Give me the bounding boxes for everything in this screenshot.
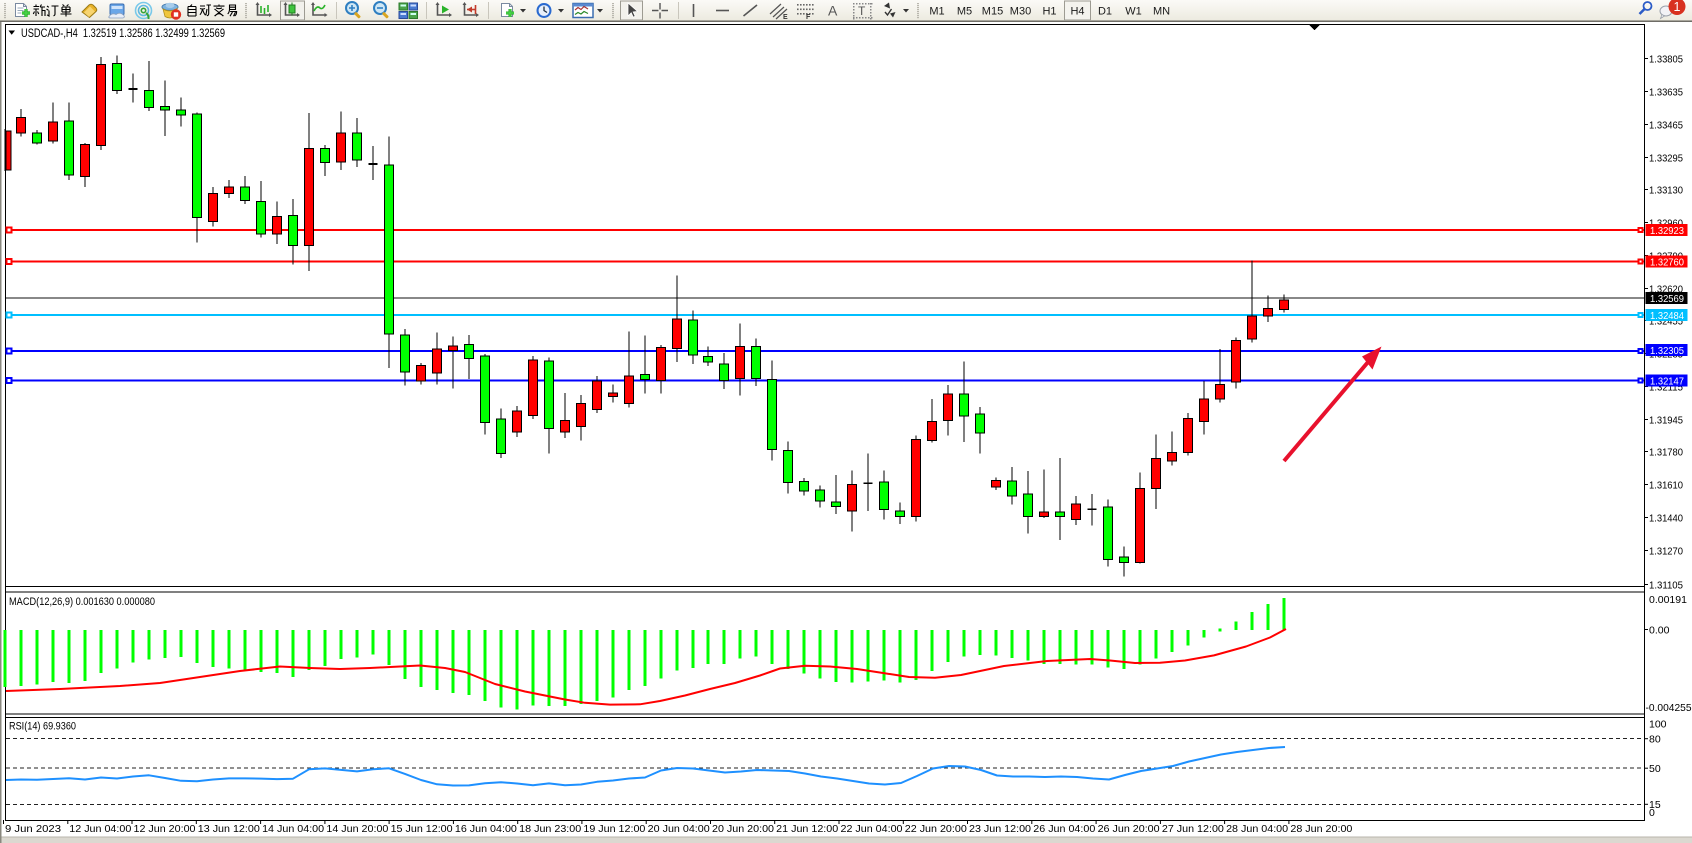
svg-text:1.33805: 1.33805 xyxy=(1649,53,1683,65)
svg-text:26 Jun 20:00: 26 Jun 20:00 xyxy=(1098,823,1160,835)
svg-text:1.33635: 1.33635 xyxy=(1649,86,1683,98)
svg-text:E: E xyxy=(783,14,788,21)
svg-text:9 Jun 2023: 9 Jun 2023 xyxy=(5,823,61,835)
svg-text:1.31780: 1.31780 xyxy=(1649,446,1683,458)
svg-text:22 Jun 04:00: 22 Jun 04:00 xyxy=(841,823,903,835)
svg-text:1.32484: 1.32484 xyxy=(1650,310,1684,322)
svg-text:MACD(12,26,9) 0.001630 0.00008: MACD(12,26,9) 0.001630 0.000080 xyxy=(9,596,155,608)
svg-text:1.32569: 1.32569 xyxy=(1650,293,1684,305)
svg-text:M5: M5 xyxy=(957,6,972,18)
svg-text:22 Jun 20:00: 22 Jun 20:00 xyxy=(905,823,967,835)
svg-text:H1: H1 xyxy=(1042,6,1056,18)
svg-text:1.32760: 1.32760 xyxy=(1650,256,1684,268)
svg-text:20 Jun 20:00: 20 Jun 20:00 xyxy=(712,823,774,835)
svg-text:M1: M1 xyxy=(929,6,944,18)
svg-text:1.32147: 1.32147 xyxy=(1650,375,1684,387)
svg-text:0.00191: 0.00191 xyxy=(1649,594,1687,606)
svg-text:A: A xyxy=(828,3,838,19)
svg-text:50: 50 xyxy=(1649,763,1661,775)
svg-text:21 Jun 12:00: 21 Jun 12:00 xyxy=(776,823,838,835)
svg-text:19 Jun 12:00: 19 Jun 12:00 xyxy=(583,823,645,835)
svg-text:14 Jun 20:00: 14 Jun 20:00 xyxy=(326,823,388,835)
svg-text:H4: H4 xyxy=(1070,6,1084,18)
svg-text:1.33295: 1.33295 xyxy=(1649,152,1683,164)
svg-text:W1: W1 xyxy=(1125,6,1142,18)
svg-text:23 Jun 12:00: 23 Jun 12:00 xyxy=(969,823,1031,835)
svg-text:28 Jun 04:00: 28 Jun 04:00 xyxy=(1226,823,1288,835)
svg-text:28 Jun 20:00: 28 Jun 20:00 xyxy=(1290,823,1352,835)
svg-text:16 Jun 04:00: 16 Jun 04:00 xyxy=(455,823,517,835)
svg-text:F: F xyxy=(806,14,811,21)
svg-text:M30: M30 xyxy=(1010,6,1031,18)
svg-text:1.32923: 1.32923 xyxy=(1650,225,1684,237)
svg-text:1.33130: 1.33130 xyxy=(1649,184,1683,196)
svg-text:27 Jun 12:00: 27 Jun 12:00 xyxy=(1162,823,1224,835)
svg-text:0.00: 0.00 xyxy=(1649,624,1670,636)
svg-text:D1: D1 xyxy=(1098,6,1112,18)
svg-text:100: 100 xyxy=(1649,719,1667,731)
svg-text:18 Jun 23:00: 18 Jun 23:00 xyxy=(519,823,581,835)
svg-text:1.31105: 1.31105 xyxy=(1649,579,1683,591)
svg-text:T: T xyxy=(858,4,866,18)
svg-text:1: 1 xyxy=(1674,0,1681,14)
svg-text:12 Jun 04:00: 12 Jun 04:00 xyxy=(69,823,131,835)
svg-text:1.33465: 1.33465 xyxy=(1649,119,1683,131)
svg-text:1.31610: 1.31610 xyxy=(1649,479,1683,491)
svg-text:80: 80 xyxy=(1649,734,1661,746)
svg-text:13 Jun 12:00: 13 Jun 12:00 xyxy=(198,823,260,835)
svg-text:26 Jun 04:00: 26 Jun 04:00 xyxy=(1033,823,1095,835)
svg-text:USDCAD-,H4 1.32519 1.32586 1.: USDCAD-,H4 1.32519 1.32586 1.32499 1.325… xyxy=(21,28,225,40)
svg-text:1.31270: 1.31270 xyxy=(1649,545,1683,557)
svg-text:20 Jun 04:00: 20 Jun 04:00 xyxy=(648,823,710,835)
svg-text:15: 15 xyxy=(1649,799,1661,811)
svg-text:RSI(14) 69.9360: RSI(14) 69.9360 xyxy=(9,721,76,733)
svg-text:1.32305: 1.32305 xyxy=(1650,345,1684,357)
svg-text:-0.004255: -0.004255 xyxy=(1646,702,1692,714)
svg-text:M15: M15 xyxy=(982,6,1003,18)
svg-text:1.31945: 1.31945 xyxy=(1649,414,1683,426)
svg-text:12 Jun 20:00: 12 Jun 20:00 xyxy=(134,823,196,835)
svg-text:1.31440: 1.31440 xyxy=(1649,512,1683,524)
svg-text:MN: MN xyxy=(1153,6,1170,18)
svg-text:14 Jun 04:00: 14 Jun 04:00 xyxy=(262,823,324,835)
svg-text:0: 0 xyxy=(1649,807,1655,819)
svg-text:15 Jun 12:00: 15 Jun 12:00 xyxy=(391,823,453,835)
